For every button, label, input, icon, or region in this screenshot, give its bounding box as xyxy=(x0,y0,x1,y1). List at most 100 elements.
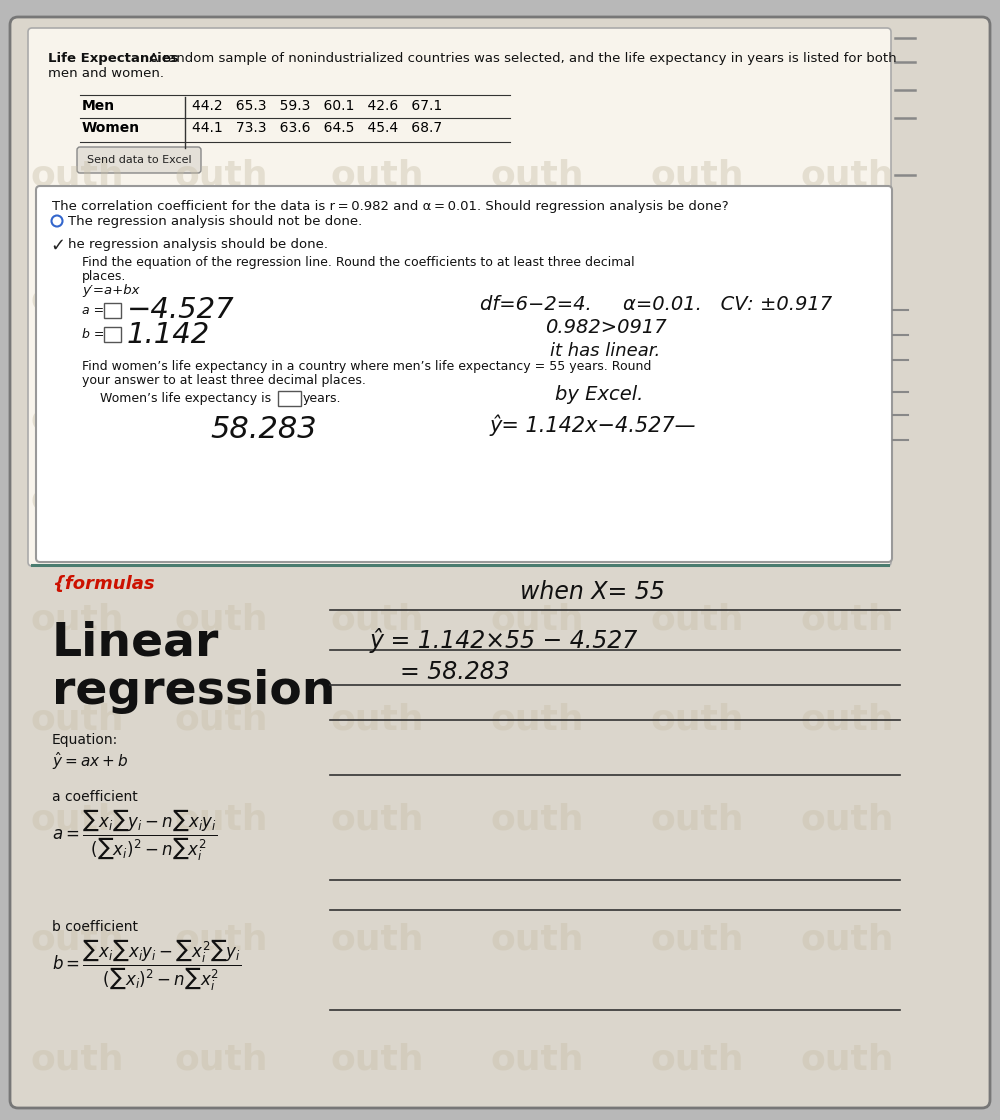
Text: places.: places. xyxy=(82,270,126,283)
Text: outh: outh xyxy=(800,1043,894,1077)
Text: 0.982>0917: 0.982>0917 xyxy=(545,318,667,337)
Text: Send data to Excel: Send data to Excel xyxy=(87,155,191,165)
Text: outh: outh xyxy=(30,483,124,517)
Text: outh: outh xyxy=(650,803,744,837)
Text: outh: outh xyxy=(650,603,744,637)
Text: 58.283: 58.283 xyxy=(210,416,317,444)
Text: outh: outh xyxy=(330,158,424,192)
Text: $b = \dfrac{\sum x_i \sum x_i y_i - \sum x_i^2 \sum y_i}{(\sum x_i)^2 - n\sum x_: $b = \dfrac{\sum x_i \sum x_i y_i - \sum… xyxy=(52,937,242,992)
Text: outh: outh xyxy=(800,803,894,837)
Text: $a = \dfrac{\sum x_i \sum y_i - n\sum x_i y_i}{(\sum x_i)^2 - n\sum x_i^2}$: $a = \dfrac{\sum x_i \sum y_i - n\sum x_… xyxy=(52,808,217,862)
Text: outh: outh xyxy=(330,283,424,317)
Text: a coefficient: a coefficient xyxy=(52,790,138,804)
Text: outh: outh xyxy=(650,283,744,317)
Text: men and women.: men and women. xyxy=(48,67,164,80)
Text: Find the equation of the regression line. Round the coefficients to at least thr: Find the equation of the regression line… xyxy=(82,256,635,269)
Text: outh: outh xyxy=(175,158,269,192)
Text: your answer to at least three decimal places.: your answer to at least three decimal pl… xyxy=(82,374,366,388)
Text: Women’s life expectancy is: Women’s life expectancy is xyxy=(100,392,271,405)
FancyBboxPatch shape xyxy=(28,28,891,566)
Text: Women: Women xyxy=(82,121,140,136)
Text: ŷ= 1.142x−4.527—: ŷ= 1.142x−4.527— xyxy=(490,416,696,437)
Text: outh: outh xyxy=(490,923,584,956)
Text: outh: outh xyxy=(30,703,124,737)
Text: outh: outh xyxy=(30,283,124,317)
Text: outh: outh xyxy=(800,283,894,317)
Text: outh: outh xyxy=(330,603,424,637)
Text: A random sample of nonindustrialized countries was selected, and the life expect: A random sample of nonindustrialized cou… xyxy=(145,52,897,65)
Text: by Excel.: by Excel. xyxy=(555,385,643,404)
Text: outh: outh xyxy=(30,403,124,437)
Text: ✓: ✓ xyxy=(50,237,65,255)
Text: outh: outh xyxy=(800,403,894,437)
Text: Equation:: Equation: xyxy=(52,732,118,747)
Text: outh: outh xyxy=(330,403,424,437)
Text: outh: outh xyxy=(330,703,424,737)
Text: outh: outh xyxy=(175,1043,269,1077)
Text: he regression analysis should be done.: he regression analysis should be done. xyxy=(68,239,328,251)
Text: = 58.283: = 58.283 xyxy=(400,660,510,684)
Text: a =: a = xyxy=(82,304,104,317)
Text: outh: outh xyxy=(330,1043,424,1077)
Text: outh: outh xyxy=(330,483,424,517)
Text: Find women’s life expectancy in a country where men’s life expectancy = 55 years: Find women’s life expectancy in a countr… xyxy=(82,360,651,373)
FancyBboxPatch shape xyxy=(36,186,892,562)
Text: outh: outh xyxy=(650,923,744,956)
Text: when X= 55: when X= 55 xyxy=(520,580,665,604)
Text: outh: outh xyxy=(175,483,269,517)
Text: outh: outh xyxy=(490,403,584,437)
Text: outh: outh xyxy=(490,158,584,192)
FancyBboxPatch shape xyxy=(77,147,201,172)
Text: outh: outh xyxy=(800,158,894,192)
Text: outh: outh xyxy=(490,1043,584,1077)
Text: outh: outh xyxy=(800,603,894,637)
Text: 44.2   65.3   59.3   60.1   42.6   67.1: 44.2 65.3 59.3 60.1 42.6 67.1 xyxy=(192,99,442,113)
Text: 44.1   73.3   63.6   64.5   45.4   68.7: 44.1 73.3 63.6 64.5 45.4 68.7 xyxy=(192,121,442,136)
Text: outh: outh xyxy=(650,483,744,517)
FancyBboxPatch shape xyxy=(278,391,300,405)
FancyBboxPatch shape xyxy=(104,327,120,342)
Text: $\hat{y} = ax + b$: $\hat{y} = ax + b$ xyxy=(52,750,128,772)
Text: The regression analysis should not be done.: The regression analysis should not be do… xyxy=(68,215,362,227)
Text: outh: outh xyxy=(175,923,269,956)
Text: outh: outh xyxy=(490,283,584,317)
Text: outh: outh xyxy=(650,703,744,737)
Text: outh: outh xyxy=(175,703,269,737)
Text: outh: outh xyxy=(30,803,124,837)
Text: outh: outh xyxy=(175,603,269,637)
Text: outh: outh xyxy=(30,1043,124,1077)
Text: outh: outh xyxy=(30,923,124,956)
Text: b coefficient: b coefficient xyxy=(52,920,138,934)
Text: The correlation coefficient for the data is r = 0.982 and α = 0.01. Should regre: The correlation coefficient for the data… xyxy=(52,200,729,213)
FancyBboxPatch shape xyxy=(104,302,120,317)
Text: outh: outh xyxy=(650,1043,744,1077)
Text: outh: outh xyxy=(175,283,269,317)
Text: outh: outh xyxy=(330,923,424,956)
FancyBboxPatch shape xyxy=(10,17,990,1108)
Text: outh: outh xyxy=(330,803,424,837)
Text: outh: outh xyxy=(490,483,584,517)
Text: years.: years. xyxy=(303,392,342,405)
Text: outh: outh xyxy=(800,923,894,956)
Text: outh: outh xyxy=(30,158,124,192)
Text: df=6−2=4.     α=0.01.   CV: ±0.917: df=6−2=4. α=0.01. CV: ±0.917 xyxy=(480,295,832,314)
Text: b =: b = xyxy=(82,328,104,340)
Text: 1.142: 1.142 xyxy=(127,321,210,349)
Text: −4.527: −4.527 xyxy=(127,296,235,324)
Text: outh: outh xyxy=(30,603,124,637)
Text: {formulas: {formulas xyxy=(52,575,155,592)
Text: outh: outh xyxy=(650,158,744,192)
Text: outh: outh xyxy=(650,403,744,437)
Text: ŷ = 1.142×55 − 4.527: ŷ = 1.142×55 − 4.527 xyxy=(370,628,638,653)
Text: it has linear.: it has linear. xyxy=(550,342,660,360)
Text: outh: outh xyxy=(490,703,584,737)
Text: outh: outh xyxy=(800,483,894,517)
Text: outh: outh xyxy=(490,603,584,637)
Text: outh: outh xyxy=(800,703,894,737)
Text: outh: outh xyxy=(175,803,269,837)
Text: outh: outh xyxy=(490,803,584,837)
Text: outh: outh xyxy=(175,403,269,437)
Text: Life Expectancies: Life Expectancies xyxy=(48,52,179,65)
Text: y′=a+bx: y′=a+bx xyxy=(82,284,140,297)
Text: Linear
regression: Linear regression xyxy=(52,620,336,713)
